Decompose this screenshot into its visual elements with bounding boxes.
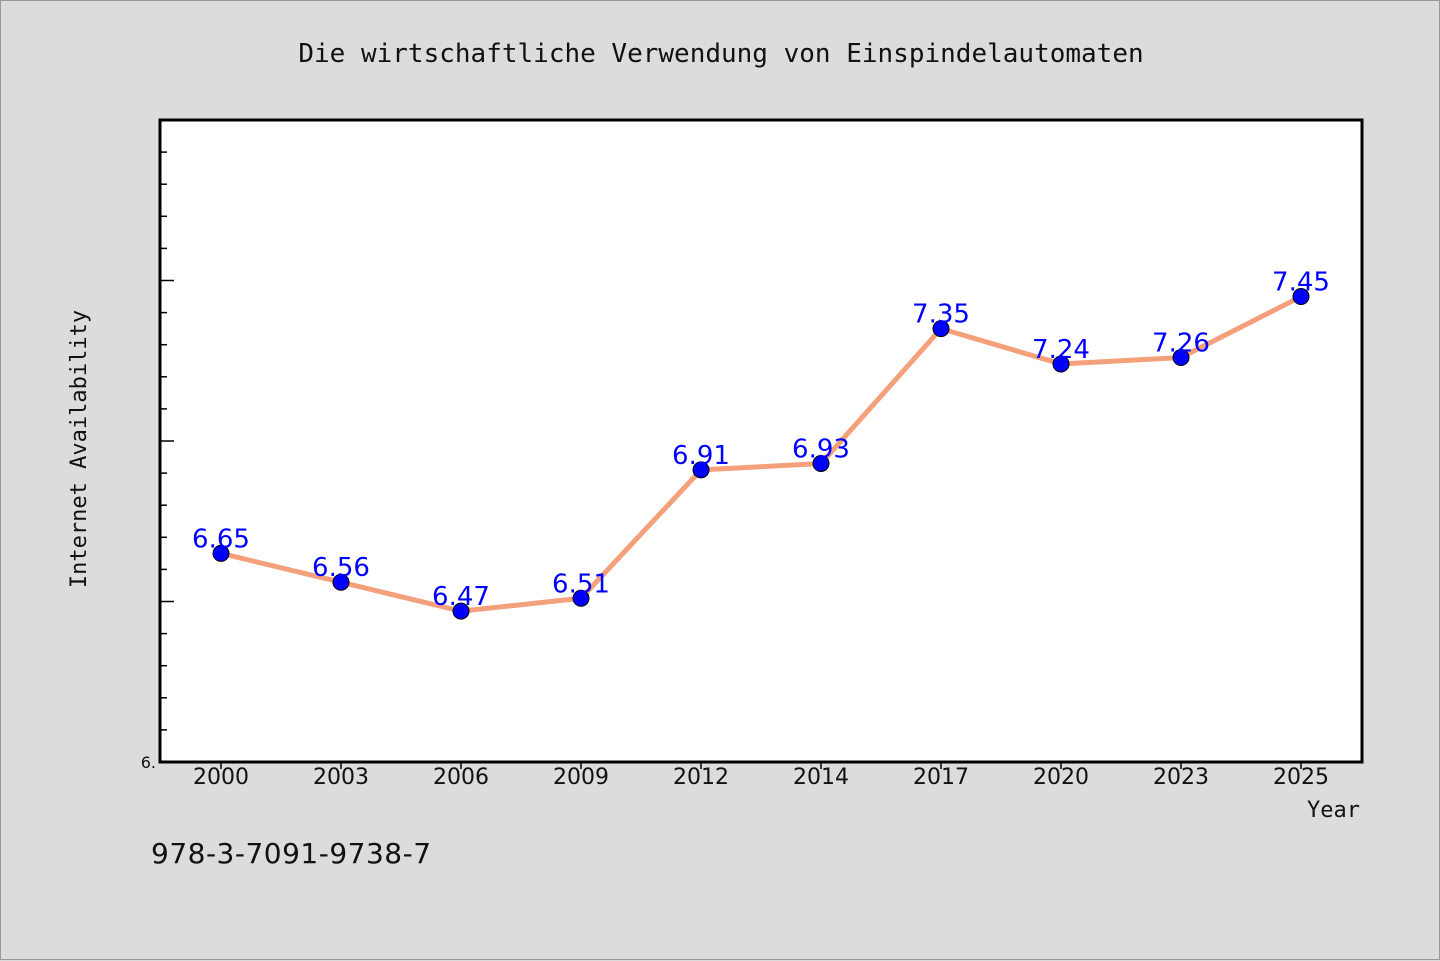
x-tick-label: 2009 — [553, 765, 609, 790]
data-point — [452, 602, 470, 620]
x-axis-label: Year — [1307, 798, 1360, 823]
x-tick-label: 2003 — [313, 765, 369, 790]
data-label: 6.47 — [432, 582, 490, 612]
data-label: 7.24 — [1032, 335, 1090, 365]
y-axis-label: Internet Availability — [67, 310, 92, 588]
data-label: 7.35 — [912, 300, 970, 330]
plot-area — [158, 118, 1364, 764]
x-tick-label: 2017 — [913, 765, 969, 790]
series-markers — [212, 288, 1310, 620]
x-tick-label: 2000 — [193, 765, 249, 790]
series-data-labels: 6.65 6.56 6.47 6.51 6.91 6.93 7.35 7.24 7.26 7.45 — [192, 268, 1330, 613]
data-point — [332, 573, 350, 591]
series-line — [220, 294, 1303, 614]
data-label: 6.91 — [672, 441, 730, 471]
data-label: 6.56 — [312, 553, 370, 583]
data-point — [1292, 288, 1310, 306]
y-axis-tick-labels: 6. — [141, 753, 156, 772]
x-tick-label: 2023 — [1153, 765, 1209, 790]
data-label: 6.51 — [552, 569, 610, 599]
data-label: 7.45 — [1272, 268, 1330, 298]
chart-title: Die wirtschaftliche Verwendung von Einsp… — [298, 39, 1143, 69]
data-label: 7.26 — [1152, 329, 1210, 359]
x-tick-label: 2025 — [1273, 765, 1329, 790]
x-axis-ticks — [220, 762, 1302, 769]
x-tick-label: 2020 — [1033, 765, 1089, 790]
data-point — [812, 454, 830, 472]
data-point — [692, 461, 710, 479]
x-tick-label: 2012 — [673, 765, 729, 790]
y-tick-label: 6. — [141, 753, 156, 772]
data-label: 6.93 — [792, 434, 850, 464]
isbn-text: 978-3-7091-9738-7 — [151, 837, 432, 870]
data-point — [1172, 349, 1190, 367]
x-tick-label: 2006 — [433, 765, 489, 790]
x-axis-tick-labels: 2000 2003 2006 2009 2012 2014 2017 2020 2023 2025 — [193, 765, 1329, 790]
data-point — [212, 544, 230, 562]
series-lines — [220, 294, 1303, 614]
data-point — [932, 320, 950, 338]
data-label: 6.65 — [192, 524, 250, 554]
data-point — [1052, 355, 1070, 373]
y-axis-ticks — [160, 119, 174, 763]
data-point — [572, 589, 590, 607]
x-tick-label: 2014 — [793, 765, 849, 790]
